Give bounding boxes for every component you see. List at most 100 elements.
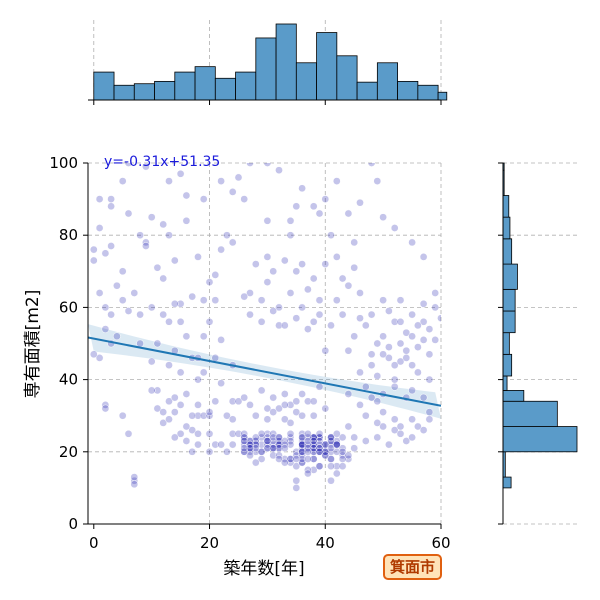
data-point: [194, 429, 202, 438]
x-hist-bar: [174, 71, 196, 101]
x-tick-label: 0: [89, 534, 99, 552]
data-point: [182, 390, 191, 398]
data-point: [280, 444, 289, 453]
data-point: [292, 202, 301, 211]
data-point: [315, 447, 324, 456]
data-point: [95, 224, 104, 232]
data-point: [234, 397, 243, 406]
data-point: [257, 317, 266, 326]
data-point: [396, 422, 405, 431]
data-point: [217, 440, 225, 449]
y-tick-label: 60: [59, 298, 78, 316]
data-point: [251, 411, 260, 420]
data-point: [321, 451, 330, 460]
data-point: [223, 231, 231, 240]
data-point: [419, 299, 428, 308]
data-point: [338, 433, 347, 442]
data-point: [390, 317, 399, 326]
y-axis-label: 専有面積[m2]: [23, 290, 43, 399]
data-point: [304, 437, 312, 445]
data-point: [199, 296, 208, 305]
data-point: [408, 332, 416, 341]
data-point: [396, 357, 405, 366]
data-point: [338, 274, 347, 283]
data-point: [107, 242, 115, 250]
data-point: [176, 317, 185, 326]
data-point: [402, 354, 411, 362]
data-point: [321, 195, 330, 203]
data-point: [257, 447, 266, 456]
data-point: [205, 317, 214, 326]
data-point: [107, 310, 115, 319]
data-point: [379, 350, 387, 359]
x-axis-label: 築年数[年]: [223, 559, 304, 579]
data-point: [373, 372, 382, 380]
data-point: [402, 328, 411, 337]
x-tick-label: 60: [431, 534, 450, 552]
data-point: [280, 401, 289, 409]
data-point: [344, 451, 353, 460]
data-point: [280, 321, 289, 330]
city-badge: 箕面市: [383, 554, 443, 580]
data-point: [246, 444, 254, 453]
data-point: [408, 433, 416, 442]
data-point: [408, 361, 416, 370]
data-point: [228, 238, 237, 247]
data-point: [390, 361, 399, 370]
y-hist-bar: [502, 390, 525, 402]
data-point: [385, 440, 393, 449]
data-point: [390, 224, 399, 232]
y-tick-label: 80: [59, 226, 78, 244]
data-point: [315, 209, 324, 218]
data-point: [379, 408, 387, 416]
data-point: [309, 455, 318, 463]
data-point: [170, 256, 179, 265]
data-point: [373, 177, 382, 185]
data-point: [194, 375, 202, 384]
data-point: [199, 368, 208, 377]
data-point: [263, 444, 272, 453]
data-point: [165, 361, 173, 370]
data-point: [327, 231, 335, 240]
data-point: [188, 426, 197, 434]
data-point: [263, 437, 272, 445]
data-point: [176, 169, 185, 178]
regression-line: [88, 336, 441, 407]
x-hist-bar: [133, 83, 155, 101]
data-point: [263, 163, 272, 167]
data-point: [390, 375, 399, 384]
data-point: [199, 195, 208, 203]
x-hist-bar: [154, 80, 176, 101]
data-point: [95, 195, 104, 203]
data-point: [373, 433, 382, 442]
data-point: [205, 278, 214, 286]
data-point: [292, 267, 301, 276]
data-point: [118, 177, 127, 185]
data-point: [408, 310, 416, 319]
data-point: [280, 458, 289, 467]
data-point: [292, 484, 301, 492]
data-point: [275, 303, 283, 312]
y-hist-bar: [502, 238, 513, 265]
data-point: [350, 238, 359, 247]
data-point: [408, 415, 416, 424]
data-point: [234, 173, 243, 182]
y-hist-bar: [502, 476, 512, 489]
data-point: [425, 375, 434, 384]
data-point: [89, 256, 98, 265]
data-point: [124, 209, 133, 218]
data-point: [344, 390, 353, 398]
x-marginal-histogram: [88, 20, 448, 105]
data-point: [269, 307, 278, 315]
data-point: [188, 447, 197, 456]
data-point: [89, 245, 98, 254]
data-point: [298, 447, 306, 456]
data-point: [205, 429, 214, 438]
data-point: [124, 307, 133, 315]
data-point: [419, 393, 428, 402]
y-tick-label: 40: [59, 371, 78, 389]
data-point: [89, 350, 98, 359]
data-point: [425, 325, 434, 333]
x-hist-bar: [275, 23, 297, 101]
data-point: [275, 166, 283, 175]
